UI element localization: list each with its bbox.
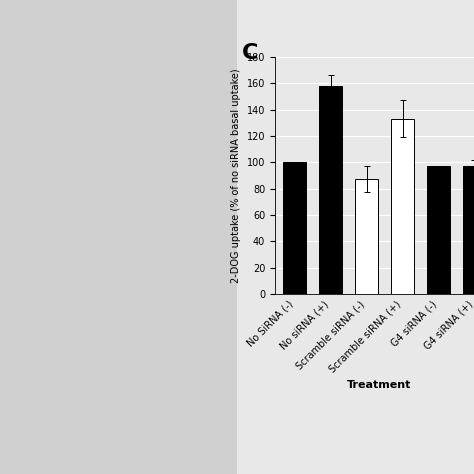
Bar [427, 166, 450, 294]
Bar [283, 162, 306, 294]
Y-axis label: 2-DOG uptake (% of no siRNA basal uptake): 2-DOG uptake (% of no siRNA basal uptake… [231, 68, 241, 283]
Bar [391, 119, 414, 294]
Text: C: C [242, 43, 258, 63]
Bar [319, 86, 342, 294]
Bar [463, 166, 474, 294]
Bar [355, 179, 378, 294]
X-axis label: Treatment: Treatment [347, 380, 411, 390]
